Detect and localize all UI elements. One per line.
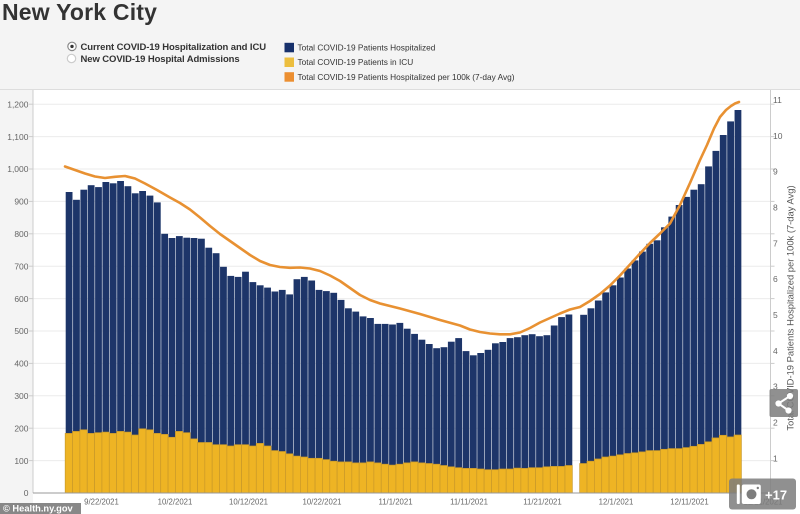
svg-text:11/1/2021: 11/1/2021	[378, 498, 412, 507]
svg-text:12/1/2021: 12/1/2021	[599, 498, 634, 507]
svg-text:6: 6	[773, 274, 778, 284]
svg-text:900: 900	[14, 197, 28, 207]
svg-text:9: 9	[773, 167, 778, 177]
svg-text:700: 700	[14, 261, 28, 271]
svg-text:Total COVID-19 Patients in ICU: Total COVID-19 Patients in ICU	[298, 57, 414, 67]
svg-text:200: 200	[14, 423, 28, 433]
svg-text:400: 400	[14, 359, 28, 369]
svg-text:New York City: New York City	[2, 0, 157, 25]
svg-text:10/12/2021: 10/12/2021	[229, 498, 268, 507]
svg-text:800: 800	[14, 229, 28, 239]
svg-text:12/11/2021: 12/11/2021	[670, 498, 708, 507]
svg-text:4: 4	[773, 346, 778, 356]
svg-text:11/21/2021: 11/21/2021	[523, 498, 561, 507]
svg-text:© Health.ny.gov: © Health.ny.gov	[3, 504, 74, 514]
svg-text:1,200: 1,200	[7, 99, 29, 109]
svg-text:2: 2	[773, 418, 778, 428]
svg-text:9/22/2021: 9/22/2021	[84, 498, 119, 507]
svg-text:Total COVID-19 Patients Hospit: Total COVID-19 Patients Hospitalized per…	[298, 72, 515, 82]
svg-text:10/2/2021: 10/2/2021	[158, 498, 193, 507]
svg-text:+17: +17	[765, 488, 787, 503]
svg-text:10: 10	[773, 131, 783, 141]
svg-text:600: 600	[14, 294, 28, 304]
svg-text:1,000: 1,000	[7, 164, 29, 174]
svg-text:11: 11	[773, 95, 782, 105]
svg-text:1,100: 1,100	[7, 132, 29, 142]
svg-text:7: 7	[773, 238, 778, 248]
svg-text:New COVID-19 Hospital Admissio: New COVID-19 Hospital Admissions	[81, 54, 240, 65]
svg-text:500: 500	[14, 326, 28, 336]
svg-text:300: 300	[14, 391, 28, 401]
svg-text:Total COVID-19 Patients Hospit: Total COVID-19 Patients Hospitalized per…	[785, 185, 796, 430]
svg-text:Total COVID-19 Patients Hospit: Total COVID-19 Patients Hospitalized	[298, 43, 436, 53]
svg-text:1: 1	[773, 453, 778, 463]
svg-text:10/22/2021: 10/22/2021	[302, 498, 341, 507]
svg-text:3: 3	[773, 382, 778, 392]
svg-text:5: 5	[773, 310, 778, 320]
svg-text:100: 100	[14, 456, 28, 466]
svg-text:0: 0	[24, 488, 29, 498]
svg-text:8: 8	[773, 203, 778, 213]
svg-text:Current COVID-19 Hospitalizati: Current COVID-19 Hospitalization and ICU	[81, 42, 267, 53]
svg-text:11/11/2021: 11/11/2021	[450, 498, 488, 507]
